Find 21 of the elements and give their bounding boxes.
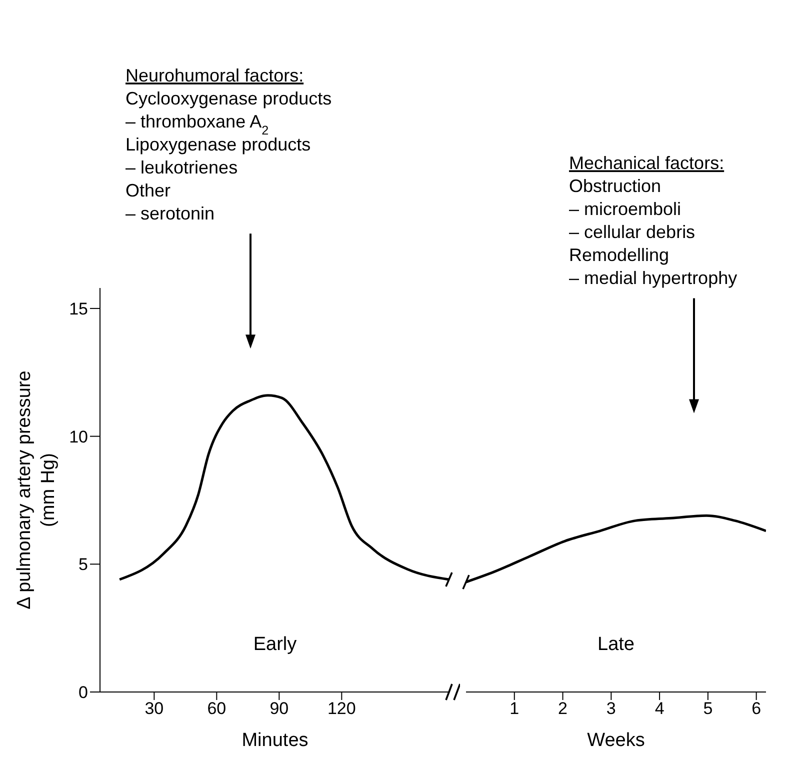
text: Mechanical factors: Obstruction – microemboli – cellular debris Remodelling – medial hypertrophy xyxy=(569,153,738,288)
x-tick-label: 3 xyxy=(606,699,616,718)
annotation: Early xyxy=(253,634,298,655)
x-tick-label: 2 xyxy=(558,699,568,718)
x-axis-title: Weeks xyxy=(587,730,645,751)
y-tick-label: 10 xyxy=(69,427,88,446)
y-axis-title: Δ pulmonary artery pressure (mm Hg) xyxy=(14,370,59,610)
x-tick-label: 30 xyxy=(144,699,164,718)
x-tick-label: 4 xyxy=(654,699,664,718)
text: Neurohumoral factors: Cyclooxygenase products – thromboxane A$_{2}$ Lipoxygenase products – leukotrienes Other – serotonin xyxy=(126,66,332,224)
x-tick-label: 90 xyxy=(270,699,289,718)
x-tick-label: 60 xyxy=(207,699,226,718)
x-tick-label: 5 xyxy=(703,699,713,718)
x-axis-title: Minutes xyxy=(242,730,308,751)
y-tick-label: 0 xyxy=(78,683,88,702)
x-tick-label: 6 xyxy=(752,699,762,718)
y-tick-label: 15 xyxy=(69,299,88,318)
y-tick-label: 5 xyxy=(78,555,88,574)
x-tick-label: 120 xyxy=(327,699,356,718)
annotation: Late xyxy=(598,634,634,655)
x-tick-label: 1 xyxy=(510,699,520,718)
